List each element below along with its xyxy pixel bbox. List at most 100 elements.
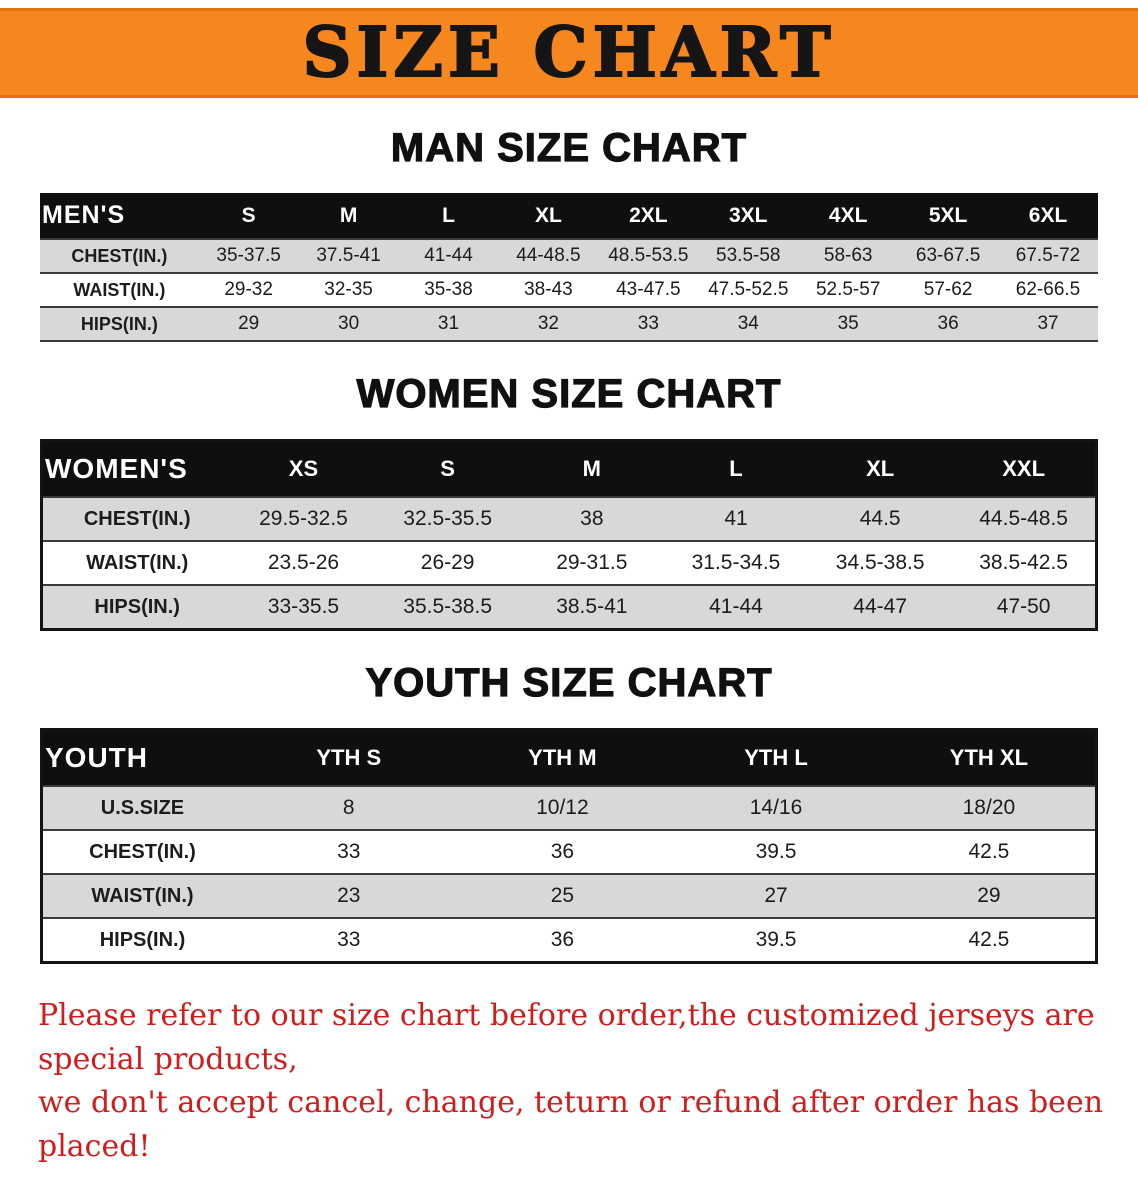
table-cell: 42.5: [882, 829, 1097, 874]
row-label: HIPS(IN.): [41, 584, 232, 631]
table-cell: 47.5-52.5: [698, 272, 799, 307]
table-cell: 36: [898, 306, 999, 342]
table-cell: 32-35: [298, 272, 399, 307]
table-cell: 36: [455, 917, 670, 964]
row-label: WAIST(IN.): [41, 540, 232, 585]
column-header: YTH S: [241, 729, 456, 786]
table-cell: 47-50: [952, 584, 1097, 631]
table-corner-label: MEN'S: [40, 193, 199, 239]
table-cell: 38.5-41: [519, 584, 664, 631]
table-cell: 48.5-53.5: [598, 238, 699, 273]
table-cell: 32: [498, 306, 599, 342]
table-row: HIPS(IN.) 33-35.5 35.5-38.5 38.5-41 41-44 44-…: [41, 584, 1097, 631]
row-label: WAIST(IN.): [41, 873, 242, 918]
women-section-heading: WOMEN SIZE CHART: [356, 371, 782, 416]
table-cell: 41-44: [663, 584, 809, 631]
table-corner-label: WOMEN'S: [41, 440, 232, 497]
table-cell: 42.5: [882, 917, 1097, 964]
column-header: M: [519, 440, 664, 497]
table-cell: 67.5-72: [998, 238, 1098, 273]
table-cell: 41-44: [398, 238, 499, 273]
table-row: WAIST(IN.) 23.5-26 26-29 29-31.5 31.5-34.5 34…: [41, 540, 1097, 585]
column-header: 5XL: [898, 193, 999, 239]
column-header: S: [198, 193, 299, 239]
youth-section-heading: YOUTH SIZE CHART: [365, 660, 773, 705]
row-label: WAIST(IN.): [40, 272, 199, 307]
men-section-heading: MAN SIZE CHART: [390, 125, 748, 170]
table-row: WAIST(IN.) 23 25 27 29: [41, 873, 1097, 918]
table-cell: 34: [698, 306, 799, 342]
table-cell: 30: [298, 306, 399, 342]
table-cell: 43-47.5: [598, 272, 699, 307]
table-row: U.S.SIZE 8 10/12 14/16 18/20: [41, 785, 1097, 830]
table-cell: 39.5: [669, 829, 883, 874]
table-cell: 35.5-38.5: [375, 584, 520, 631]
table-row: CHEST(IN.) 33 36 39.5 42.5: [41, 829, 1097, 874]
row-label: CHEST(IN.): [40, 238, 199, 273]
table-cell: 34.5-38.5: [808, 540, 953, 585]
table-cell: 52.5-57: [798, 272, 899, 307]
column-header: L: [663, 440, 809, 497]
header-row: YOUTH YTH S YTH M YTH L YTH XL: [41, 729, 1097, 786]
women-size-section: WOMEN SIZE CHART WOMEN'S XS S M L XL XXL CHEST(…: [0, 371, 1138, 631]
column-header: YTH XL: [882, 729, 1097, 786]
table-cell: 58-63: [798, 238, 899, 273]
title-banner: SIZE CHART: [0, 8, 1138, 98]
column-header: S: [375, 440, 520, 497]
column-header: M: [298, 193, 399, 239]
table-cell: 18/20: [882, 785, 1097, 830]
table-cell: 33: [241, 829, 456, 874]
table-cell: 26-29: [375, 540, 520, 585]
table-cell: 38-43: [498, 272, 599, 307]
column-header: 4XL: [798, 193, 899, 239]
men-size-section: MAN SIZE CHART MEN'S S M L XL 2XL 3XL 4XL 5XL 6XL…: [0, 125, 1138, 342]
youth-size-table-wrap: YOUTH YTH S YTH M YTH L YTH XL U.S.SIZE 8 10/12…: [40, 728, 1098, 964]
women-size-table: WOMEN'S XS S M L XL XXL CHEST(IN.) 29.5-32.5 32.5…: [40, 439, 1098, 631]
table-cell: 29-32: [198, 272, 299, 307]
disclaimer: Please refer to our size chart before or…: [0, 994, 1138, 1188]
table-cell: 62-66.5: [998, 272, 1098, 307]
table-cell: 29: [198, 306, 299, 342]
table-cell: 44-47: [808, 584, 953, 631]
table-cell: 31.5-34.5: [663, 540, 809, 585]
table-cell: 36: [455, 829, 670, 874]
women-size-table-wrap: WOMEN'S XS S M L XL XXL CHEST(IN.) 29.5-32.5 32.5…: [40, 439, 1098, 631]
header-row: WOMEN'S XS S M L XL XXL: [41, 440, 1097, 497]
disclaimer-line-2: we don't accept cancel, change, teturn o…: [38, 1085, 1104, 1164]
column-header: XXL: [952, 440, 1097, 497]
table-row: CHEST(IN.) 29.5-32.5 32.5-35.5 38 41 44.5 44.5…: [41, 496, 1097, 541]
column-header: 2XL: [598, 193, 699, 239]
table-cell: 8: [241, 785, 456, 830]
table-cell: 10/12: [455, 785, 670, 830]
men-size-table: MEN'S S M L XL 2XL 3XL 4XL 5XL 6XL CHEST(IN.) 35-37…: [40, 193, 1098, 342]
table-cell: 35: [798, 306, 899, 342]
table-cell: 38.5-42.5: [952, 540, 1097, 585]
row-label: U.S.SIZE: [41, 785, 242, 830]
column-header: L: [398, 193, 499, 239]
column-header: 3XL: [698, 193, 799, 239]
table-cell: 29-31.5: [519, 540, 664, 585]
column-header: XL: [498, 193, 599, 239]
table-cell: 29: [882, 873, 1097, 918]
page-title: SIZE CHART: [301, 13, 836, 93]
table-cell: 33: [241, 917, 456, 964]
table-cell: 63-67.5: [898, 238, 999, 273]
row-label: CHEST(IN.): [41, 496, 232, 541]
table-cell: 37.5-41: [298, 238, 399, 273]
table-cell: 44.5-48.5: [952, 496, 1097, 541]
column-header: XL: [808, 440, 953, 497]
table-corner-label: YOUTH: [41, 729, 242, 786]
table-cell: 29.5-32.5: [231, 496, 376, 541]
column-header: YTH L: [669, 729, 883, 786]
table-row: HIPS(IN.) 33 36 39.5 42.5: [41, 917, 1097, 964]
table-cell: 39.5: [669, 917, 883, 964]
row-label: HIPS(IN.): [41, 917, 242, 964]
youth-size-table: YOUTH YTH S YTH M YTH L YTH XL U.S.SIZE 8 10/12…: [40, 728, 1098, 964]
table-cell: 44-48.5: [498, 238, 599, 273]
table-cell: 32.5-35.5: [375, 496, 520, 541]
column-header: XS: [231, 440, 376, 497]
column-header: 6XL: [998, 193, 1098, 239]
table-cell: 35-38: [398, 272, 499, 307]
table-cell: 35-37.5: [198, 238, 299, 273]
